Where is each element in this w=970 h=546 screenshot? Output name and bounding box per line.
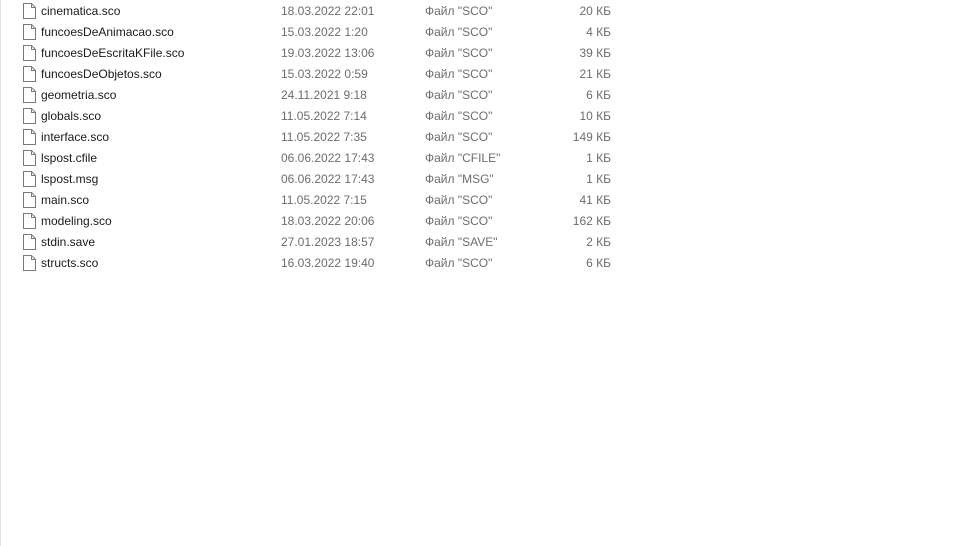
file-type: Файл "SCO"	[425, 193, 493, 207]
file-name: globals.sco	[41, 109, 102, 123]
file-row[interactable]: funcoesDeAnimacao.sco 15.03.2022 1:20 Фа…	[0, 22, 970, 43]
file-size: 41 КБ	[579, 193, 611, 207]
file-icon	[23, 192, 36, 208]
file-type: Файл "SCO"	[425, 109, 493, 123]
file-type: Файл "SCO"	[425, 88, 493, 102]
file-row[interactable]: globals.sco 11.05.2022 7:14 Файл "SCO" 1…	[0, 106, 970, 127]
file-name: funcoesDeEscritaKFile.sco	[41, 46, 185, 60]
file-icon	[23, 87, 36, 103]
file-date-modified: 06.06.2022 17:43	[281, 172, 375, 186]
file-name: structs.sco	[41, 256, 99, 270]
file-date-modified: 11.05.2022 7:14	[281, 109, 367, 123]
file-type: Файл "MSG"	[425, 172, 494, 186]
file-size: 21 КБ	[579, 67, 611, 81]
file-icon	[23, 3, 36, 19]
file-size: 20 КБ	[579, 4, 611, 18]
file-size: 1 КБ	[586, 151, 611, 165]
file-type: Файл "CFILE"	[425, 151, 501, 165]
file-type: Файл "SCO"	[425, 67, 493, 81]
file-size: 6 КБ	[586, 88, 611, 102]
file-icon	[23, 213, 36, 229]
file-icon	[23, 234, 36, 250]
file-size: 39 КБ	[579, 46, 611, 60]
file-date-modified: 27.01.2023 18:57	[281, 235, 375, 249]
file-row[interactable]: funcoesDeObjetos.sco 15.03.2022 0:59 Фай…	[0, 64, 970, 85]
file-name: geometria.sco	[41, 88, 117, 102]
file-icon	[23, 24, 36, 40]
file-date-modified: 19.03.2022 13:06	[281, 46, 375, 60]
file-date-modified: 15.03.2022 0:59	[281, 67, 368, 81]
file-type: Файл "SCO"	[425, 256, 493, 270]
file-icon	[23, 108, 36, 124]
file-date-modified: 16.03.2022 19:40	[281, 256, 375, 270]
file-row[interactable]: structs.sco 16.03.2022 19:40 Файл "SCO" …	[0, 253, 970, 274]
file-name: lspost.cfile	[41, 151, 98, 165]
file-date-modified: 24.11.2021 9:18	[281, 88, 367, 102]
file-row[interactable]: lspost.cfile 06.06.2022 17:43 Файл "CFIL…	[0, 148, 970, 169]
file-date-modified: 11.05.2022 7:15	[281, 193, 367, 207]
file-size: 6 КБ	[586, 256, 611, 270]
file-type: Файл "SCO"	[425, 214, 493, 228]
file-row[interactable]: interface.sco 11.05.2022 7:35 Файл "SCO"…	[0, 127, 970, 148]
file-name: funcoesDeObjetos.sco	[41, 67, 162, 81]
file-date-modified: 11.05.2022 7:35	[281, 130, 367, 144]
file-row[interactable]: main.sco 11.05.2022 7:15 Файл "SCO" 41 К…	[0, 190, 970, 211]
file-row[interactable]: lspost.msg 06.06.2022 17:43 Файл "MSG" 1…	[0, 169, 970, 190]
file-name: lspost.msg	[41, 172, 99, 186]
file-name: interface.sco	[41, 130, 110, 144]
file-size: 1 КБ	[586, 172, 611, 186]
file-size: 4 КБ	[586, 25, 611, 39]
file-date-modified: 15.03.2022 1:20	[281, 25, 368, 39]
file-type: Файл "SAVE"	[425, 235, 498, 249]
file-name: cinematica.sco	[41, 4, 121, 18]
file-row[interactable]: modeling.sco 18.03.2022 20:06 Файл "SCO"…	[0, 211, 970, 232]
file-type: Файл "SCO"	[425, 130, 493, 144]
file-type: Файл "SCO"	[425, 46, 493, 60]
file-icon	[23, 129, 36, 145]
file-row[interactable]: cinematica.sco 18.03.2022 22:01 Файл "SC…	[0, 1, 970, 22]
file-row[interactable]: stdin.save 27.01.2023 18:57 Файл "SAVE" …	[0, 232, 970, 253]
file-name: modeling.sco	[41, 214, 112, 228]
file-size: 10 КБ	[579, 109, 611, 123]
file-icon	[23, 150, 36, 166]
file-row[interactable]: funcoesDeEscritaKFile.sco 19.03.2022 13:…	[0, 43, 970, 64]
file-date-modified: 18.03.2022 20:06	[281, 214, 375, 228]
file-name: stdin.save	[41, 235, 96, 249]
file-icon	[23, 171, 36, 187]
file-icon	[23, 66, 36, 82]
file-row[interactable]: geometria.sco 24.11.2021 9:18 Файл "SCO"…	[0, 85, 970, 106]
file-icon	[23, 45, 36, 61]
file-date-modified: 18.03.2022 22:01	[281, 4, 375, 18]
file-name: main.sco	[41, 193, 90, 207]
file-size: 2 КБ	[586, 235, 611, 249]
file-size: 149 КБ	[572, 130, 611, 144]
file-date-modified: 06.06.2022 17:43	[281, 151, 375, 165]
file-type: Файл "SCO"	[425, 4, 493, 18]
file-name: funcoesDeAnimacao.sco	[41, 25, 174, 39]
pane-border	[0, 0, 1, 546]
file-list: cinematica.sco 18.03.2022 22:01 Файл "SC…	[0, 1, 970, 274]
file-size: 162 КБ	[572, 214, 611, 228]
file-icon	[23, 255, 36, 271]
file-type: Файл "SCO"	[425, 25, 493, 39]
